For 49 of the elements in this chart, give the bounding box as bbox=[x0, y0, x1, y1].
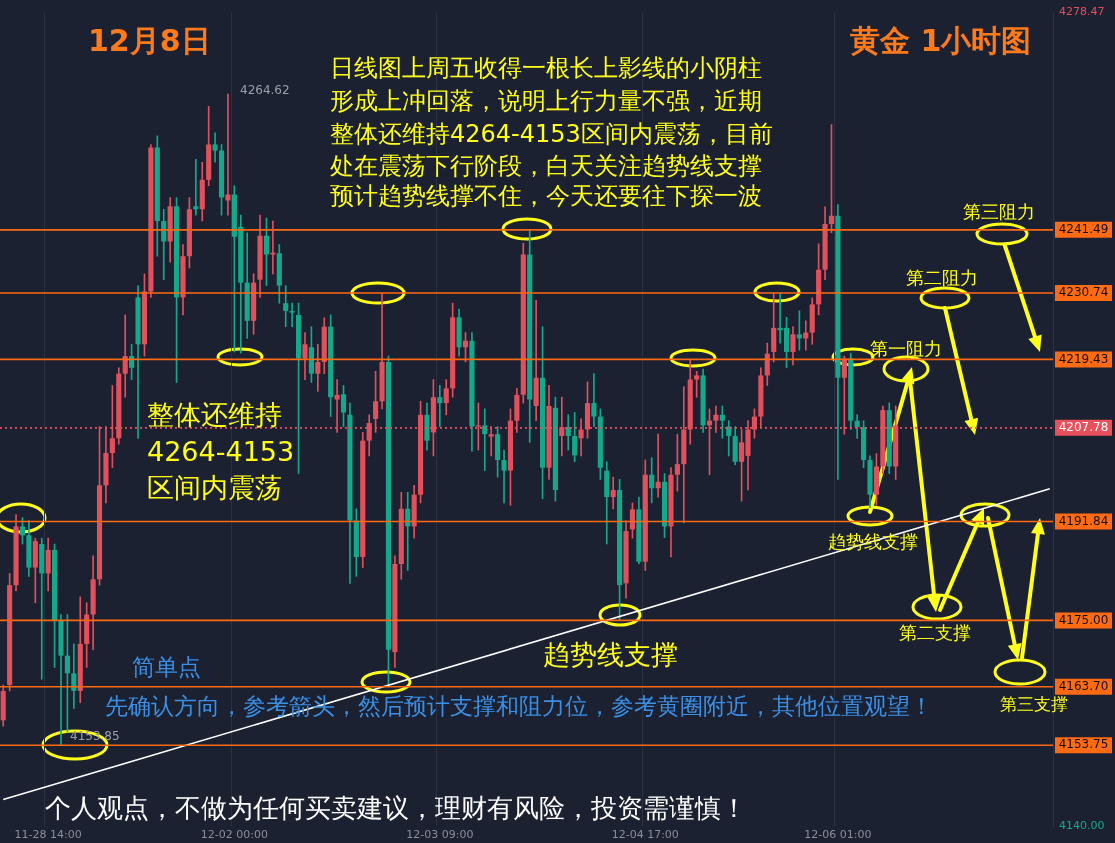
candlestick bbox=[565, 414, 571, 451]
ref-line-label: 4175.00 bbox=[1058, 612, 1109, 627]
annotation: 4264-4153 bbox=[147, 436, 295, 468]
annotation: 区间内震荡 bbox=[147, 472, 282, 504]
annotation: 形成上冲回落，说明上行力量不强，近期 bbox=[330, 86, 762, 115]
annotation: 第三支撑 bbox=[1000, 693, 1068, 714]
candlestick bbox=[122, 314, 128, 398]
chart-subtitle: 12月8日 bbox=[88, 22, 211, 58]
chart-title: 黄金 1小时图 bbox=[850, 22, 1032, 58]
ref-line-label: 4219.43 bbox=[1058, 351, 1109, 366]
candlestick bbox=[533, 299, 539, 422]
annotation: 第二阻力 bbox=[906, 267, 978, 289]
annotation: 第一阻力 bbox=[870, 338, 942, 360]
ref-line-label: 4191.84 bbox=[1058, 513, 1109, 528]
ref-line-label: 4163.70 bbox=[1058, 678, 1109, 693]
candlestick bbox=[289, 302, 295, 328]
annotation: 预计趋势线撑不住，今天还要往下探一波 bbox=[330, 181, 762, 210]
candlestick bbox=[225, 93, 231, 216]
ref-line-label: 4207.78 bbox=[1058, 419, 1109, 434]
ref-line-label: 4230.74 bbox=[1058, 285, 1109, 300]
candlestick bbox=[39, 537, 45, 680]
x-tick-label: 12-03 09:00 bbox=[406, 828, 474, 842]
x-tick-label: 12-02 00:00 bbox=[200, 828, 268, 842]
ref-line-label: 4241.49 bbox=[1058, 221, 1109, 236]
annotation: 整体还维持4264-4153区间内震荡，目前 bbox=[330, 119, 773, 148]
annotation: 处在震荡下行阶段，白天关注趋势线支撑 bbox=[330, 151, 762, 180]
candlestick bbox=[437, 385, 443, 427]
annotation: 简单点 bbox=[132, 654, 201, 681]
candlestick bbox=[193, 158, 199, 216]
annotation: 第二支撑 bbox=[899, 622, 971, 644]
candlestick bbox=[482, 408, 488, 471]
y-tick-label: 4278.47 bbox=[1059, 5, 1105, 19]
annotation: 日线图上周五收得一根长上影线的小阴柱 bbox=[330, 53, 762, 82]
candlestick bbox=[283, 285, 289, 328]
x-tick-label: 12-06 01:00 bbox=[804, 828, 872, 842]
annotation: 趋势线支撑 bbox=[543, 639, 678, 671]
x-tick-label: 12-04 17:00 bbox=[611, 828, 679, 842]
x-tick-label: 11-28 14:00 bbox=[14, 828, 82, 842]
candlestick bbox=[655, 433, 661, 498]
y-tick-label: 4140.00 bbox=[1059, 818, 1105, 832]
candlestick bbox=[591, 373, 597, 427]
annotation: 4264.62 bbox=[240, 83, 290, 98]
annotation: 整体还维持 bbox=[147, 399, 282, 431]
annotation: 个人观点，不做为任何买卖建议，理财有风险，投资需谨慎！ bbox=[45, 792, 747, 823]
ref-line-label: 4153.75 bbox=[1058, 737, 1109, 752]
annotation: 第三阻力 bbox=[963, 200, 1035, 222]
candlestick bbox=[854, 414, 860, 439]
candlestick bbox=[501, 449, 507, 504]
candlestick bbox=[610, 476, 616, 510]
